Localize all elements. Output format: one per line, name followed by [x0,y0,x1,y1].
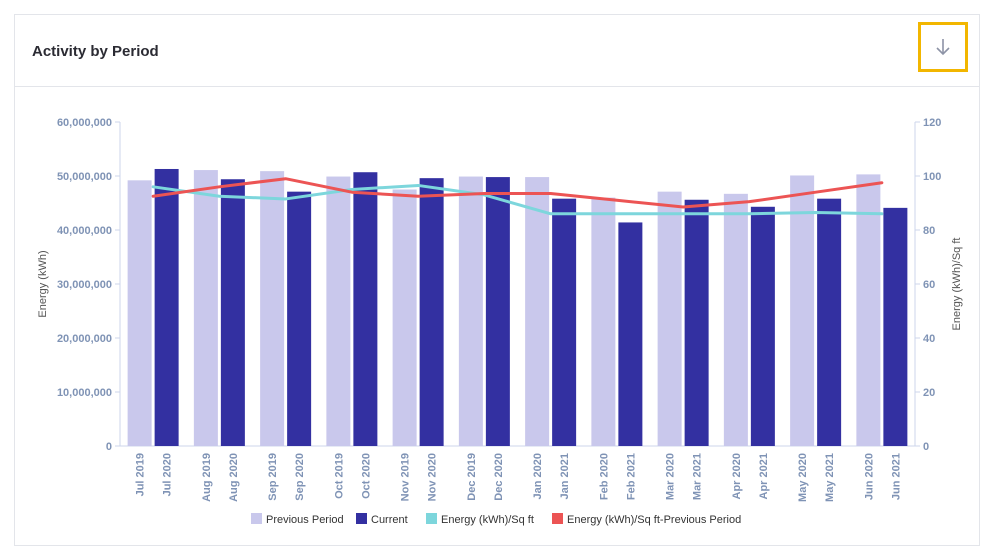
y-tick-label: 10,000,000 [57,387,112,399]
x-tick-label: Jan 2021 [559,453,571,499]
y2-tick-label: 120 [923,117,941,129]
legend-label: Energy (kWh)/Sq ft [441,514,534,526]
bar-current [220,179,245,447]
y-tick-label: 50,000,000 [57,171,112,183]
bar-current [552,198,577,446]
x-tick-label: Sep 2020 [294,453,306,501]
y-tick-label: 40,000,000 [57,225,112,237]
y2-tick-label: 60 [923,279,935,291]
x-tick-label: Jul 2020 [162,453,174,496]
x-tick-label: Jul 2019 [135,453,147,496]
legend-label: Energy (kWh)/Sq ft-Previous Period [567,514,741,526]
bar-previous-period [193,170,218,446]
bar-previous-period [127,180,152,446]
bar-previous-period [458,176,483,447]
y2-tick-label: 20 [923,387,935,399]
x-tick-label: Apr 2021 [758,453,770,499]
y2-tick-label: 80 [923,225,935,237]
x-tick-label: Aug 2020 [228,453,240,502]
x-tick-label: Sep 2019 [267,453,279,501]
x-tick-label: Oct 2020 [360,453,372,499]
y2-tick-label: 0 [923,441,929,453]
y-tick-label: 0 [106,441,112,453]
x-tick-label: Aug 2019 [201,453,213,502]
x-tick-label: Nov 2019 [400,453,412,501]
y2-tick-label: 40 [923,333,935,345]
legend-swatch [426,513,437,524]
line-energy-per-sqft [151,183,884,216]
legend-swatch [552,513,563,524]
x-tick-label: Feb 2020 [598,453,610,500]
x-tick-label: Nov 2020 [427,453,439,501]
y-tick-label: 30,000,000 [57,279,112,291]
y-axis-title: Energy (kWh) [37,250,49,317]
bar-current [618,222,643,446]
legend-swatch [251,513,262,524]
x-tick-label: Apr 2020 [731,453,743,499]
x-tick-label: Jun 2021 [890,453,902,500]
x-tick-label: Oct 2019 [333,453,345,499]
bar-previous-period [392,189,417,446]
bar-current [883,207,908,446]
bar-current [287,191,312,446]
bar-current [684,199,709,446]
x-tick-label: Mar 2021 [692,453,704,500]
bar-previous-period [790,175,815,446]
bar-current [485,177,510,446]
y-tick-label: 60,000,000 [57,117,112,129]
y-tick-label: 20,000,000 [57,333,112,345]
bar-previous-period [723,193,748,446]
line-energy-per-sqft-previous [151,177,884,209]
bar-previous-period [525,177,550,446]
bar-current [154,168,179,447]
card-header: Activity by Period [15,15,979,87]
x-tick-label: Feb 2021 [625,453,637,500]
legend-label: Current [371,514,408,526]
legend-swatch [356,513,367,524]
x-tick-label: Mar 2020 [665,453,677,500]
x-tick-label: Dec 2019 [466,453,478,501]
download-button[interactable] [918,22,968,72]
bar-current [353,172,378,446]
bar-previous-period [591,197,616,446]
x-tick-label: Jun 2020 [863,453,875,500]
arrow-down-icon [936,39,950,56]
y2-tick-label: 100 [923,171,941,183]
bar-current [419,178,444,446]
x-tick-label: Jan 2020 [532,453,544,499]
bar-previous-period [326,176,351,447]
bar-previous-period [260,171,285,446]
legend-label: Previous Period [266,514,344,526]
chart-title: Activity by Period [32,43,159,60]
bar-current [750,206,775,446]
bar-previous-period [856,174,881,446]
bar-previous-period [657,191,682,446]
x-tick-label: May 2021 [824,453,836,502]
y2-axis-title: Energy (kWh)/Sq ft [951,238,963,331]
x-tick-label: Dec 2020 [493,453,505,501]
bar-current [817,198,842,446]
x-tick-label: May 2020 [797,453,809,502]
